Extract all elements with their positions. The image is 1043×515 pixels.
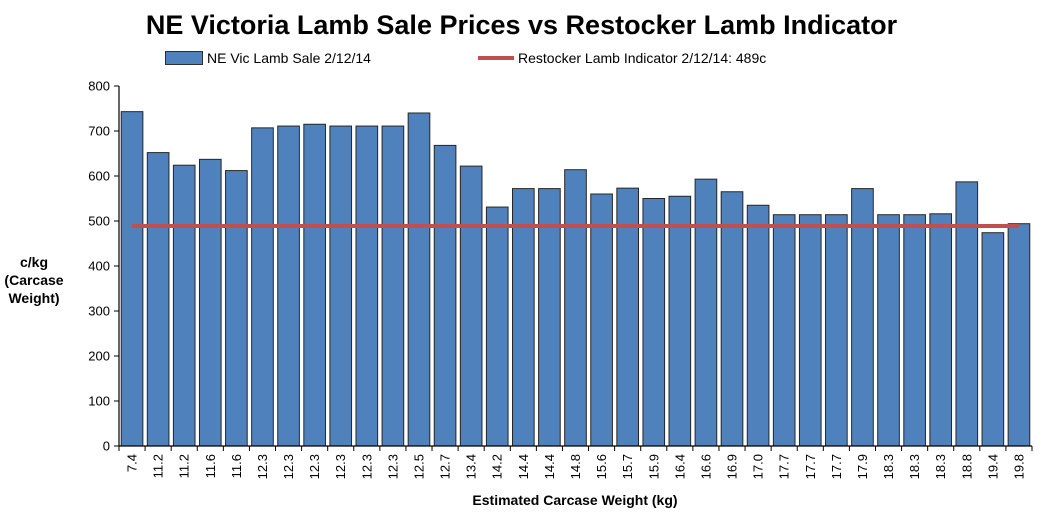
y-tick-label: 700 (88, 124, 110, 139)
y-tick-label: 500 (88, 214, 110, 229)
y-tick-label: 200 (88, 349, 110, 364)
y-axis-label-line-2: (Carcase (4, 272, 64, 288)
y-axis-label-line-3: Weight) (8, 290, 60, 306)
bar (746, 204, 770, 447)
bar (459, 165, 483, 447)
x-tick-label: 17.7 (829, 454, 844, 479)
y-tick-label: 300 (88, 304, 110, 319)
bar (355, 125, 379, 447)
x-tick-label: 13.4 (464, 454, 479, 479)
x-tick-label: 14.2 (490, 454, 505, 479)
legend-line-swatch (478, 56, 514, 60)
x-tick-label: 17.7 (803, 454, 818, 479)
legend-item-bar-series: NE Vic Lamb Sale 2/12/14 (165, 50, 371, 66)
bar (877, 214, 900, 447)
legend-line-label: Restocker Lamb Indicator 2/12/14: 489c (518, 50, 767, 66)
legend-item-line-series: Restocker Lamb Indicator 2/12/14: 489c (478, 50, 766, 66)
x-tick-label: 14.4 (542, 454, 557, 479)
x-tick-label: 7.4 (125, 454, 140, 472)
legend-bar-label: NE Vic Lamb Sale 2/12/14 (207, 50, 371, 66)
x-tick-label: 18.3 (881, 454, 896, 479)
bar (485, 206, 509, 447)
x-tick-label: 12.3 (255, 454, 270, 479)
x-tick-label: 16.9 (725, 454, 740, 479)
bar (120, 111, 144, 447)
bar (668, 195, 692, 447)
x-tick-label: 11.2 (151, 454, 166, 478)
bar (825, 214, 848, 447)
y-axis-label-line-1: c/kg (19, 254, 48, 270)
y-tick-label: 400 (88, 259, 110, 274)
bar (198, 158, 222, 447)
bar (277, 125, 300, 447)
bar (251, 127, 274, 447)
bar (1007, 223, 1031, 447)
x-tick-label: 17.9 (855, 454, 870, 479)
x-tick-label: 14.4 (516, 454, 531, 479)
bar (303, 123, 326, 447)
bar (642, 198, 666, 447)
bar (772, 214, 796, 447)
bar (564, 169, 587, 447)
bar (329, 125, 353, 447)
x-tick-label: 17.0 (751, 454, 766, 479)
y-axis-label: c/kg (Carcase Weight) (0, 253, 68, 307)
x-tick-label: 12.7 (438, 454, 453, 479)
x-tick-label: 11.6 (203, 454, 218, 478)
x-tick-label: 16.6 (698, 454, 713, 479)
x-tick-label: 18.3 (907, 454, 922, 479)
x-tick-label: 12.3 (359, 454, 374, 479)
bar (981, 232, 1005, 447)
x-tick-label: 19.4 (985, 454, 1000, 479)
bar (720, 191, 744, 447)
x-tick-label: 12.3 (333, 454, 348, 479)
x-tick-label: 18.8 (959, 454, 974, 479)
x-tick-label: 19.8 (1011, 454, 1026, 479)
x-tick-label: 15.7 (620, 454, 635, 479)
x-tick-label: 12.3 (385, 454, 400, 479)
x-tick-label: 17.7 (777, 454, 792, 479)
bar (694, 178, 718, 447)
x-axis-label: Estimated Carcase Weight (kg) (472, 492, 678, 508)
y-tick-label: 600 (88, 169, 110, 184)
y-tick-label: 100 (88, 394, 110, 409)
y-tick-label: 800 (88, 79, 110, 94)
x-tick-label: 11.2 (177, 454, 192, 478)
x-tick-label: 11.6 (229, 454, 244, 478)
bar (407, 112, 431, 447)
bar (433, 144, 457, 447)
chart-title: NE Victoria Lamb Sale Prices vs Restocke… (145, 10, 898, 40)
bar (955, 181, 979, 447)
bar (798, 214, 822, 447)
x-tick-label: 12.3 (281, 454, 296, 479)
x-tick-label: 12.5 (411, 454, 426, 479)
legend-bar-swatch (165, 51, 203, 65)
bar (225, 170, 248, 447)
bar (903, 214, 926, 447)
x-tick-label: 15.6 (594, 454, 609, 479)
x-tick-label: 14.8 (568, 454, 583, 479)
bar (929, 213, 953, 447)
bar (381, 125, 405, 447)
x-tick-label: 15.9 (646, 454, 661, 479)
bar (172, 164, 196, 447)
x-tick-label: 16.4 (672, 454, 687, 479)
x-tick-label: 18.3 (933, 454, 948, 479)
x-tick-label: 12.3 (307, 454, 322, 479)
bar (146, 152, 170, 447)
y-tick-label: 0 (103, 439, 110, 454)
bar (590, 193, 613, 447)
